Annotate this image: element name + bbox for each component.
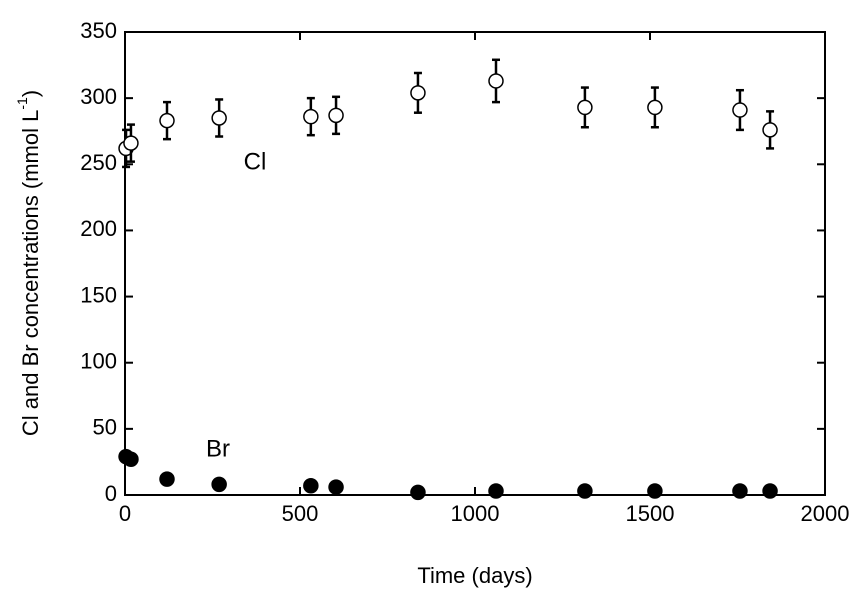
y-tick-label: 350 xyxy=(80,18,117,43)
plot-frame xyxy=(124,31,826,496)
marker xyxy=(410,85,426,101)
marker xyxy=(123,135,139,151)
y-axis-label-close: ) xyxy=(18,90,43,97)
y-tick-label: 150 xyxy=(80,282,117,307)
marker xyxy=(732,102,748,118)
marker xyxy=(328,479,344,495)
marker xyxy=(762,483,778,499)
annotation: Br xyxy=(206,435,230,462)
marker xyxy=(211,476,227,493)
x-tick-label: 500 xyxy=(282,501,319,526)
marker xyxy=(303,108,319,125)
x-tick-label: 2000 xyxy=(801,501,850,526)
y-axis-label-sup: -1 xyxy=(14,97,30,110)
marker xyxy=(577,483,593,499)
marker xyxy=(123,451,139,468)
x-tick-label: 1500 xyxy=(626,501,675,526)
marker xyxy=(762,122,778,138)
y-tick-label: 300 xyxy=(80,84,117,109)
marker xyxy=(159,471,175,487)
y-tick-label: 250 xyxy=(80,150,117,175)
marker xyxy=(647,99,663,116)
y-tick-label: 100 xyxy=(80,349,117,374)
marker xyxy=(732,483,748,499)
marker xyxy=(647,483,663,499)
marker xyxy=(488,483,504,499)
y-tick-label: 50 xyxy=(93,415,117,440)
marker xyxy=(488,73,504,89)
x-axis-label: Time (days) xyxy=(417,563,532,588)
x-tick-label: 0 xyxy=(119,501,131,526)
marker xyxy=(159,112,175,129)
marker xyxy=(410,484,426,501)
marker xyxy=(211,110,227,126)
marker xyxy=(577,99,593,116)
x-tick-label: 1000 xyxy=(451,501,500,526)
marker xyxy=(303,477,319,494)
y-axis-label: Cl and Br concentrations (mmol L-1) xyxy=(14,90,43,436)
marker xyxy=(328,107,344,124)
y-axis-label-text: Cl and Br concentrations (mmol L xyxy=(18,110,43,436)
y-tick-label: 0 xyxy=(105,481,117,506)
annotation: Cl xyxy=(244,148,267,175)
y-tick-label: 200 xyxy=(80,216,117,241)
